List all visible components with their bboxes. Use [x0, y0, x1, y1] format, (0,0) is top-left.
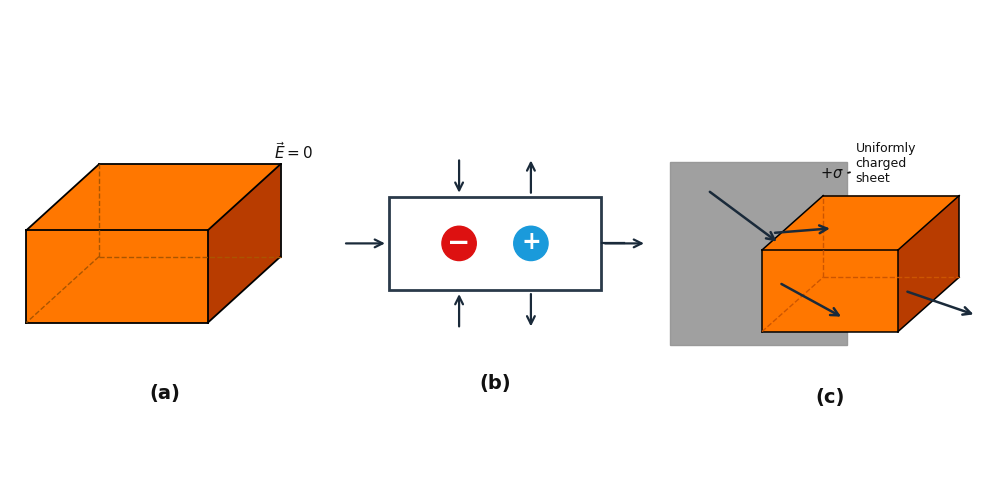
Bar: [389, 197, 601, 290]
Text: −: −: [447, 230, 471, 258]
Text: (c): (c): [815, 388, 845, 407]
Polygon shape: [208, 164, 280, 322]
Polygon shape: [898, 196, 959, 332]
Text: Uniformly
charged
sheet: Uniformly charged sheet: [848, 142, 916, 185]
Circle shape: [514, 226, 548, 260]
Polygon shape: [762, 196, 959, 250]
Text: $+\sigma$: $+\sigma$: [820, 166, 844, 181]
Text: +: +: [521, 230, 541, 254]
Bar: [670, 162, 847, 345]
Circle shape: [442, 226, 476, 260]
Text: (a): (a): [150, 384, 180, 402]
Polygon shape: [762, 250, 898, 332]
Polygon shape: [26, 230, 208, 322]
Polygon shape: [26, 164, 280, 230]
Text: (b): (b): [479, 374, 511, 392]
Text: $\vec{E}=0$: $\vec{E}=0$: [274, 142, 313, 162]
